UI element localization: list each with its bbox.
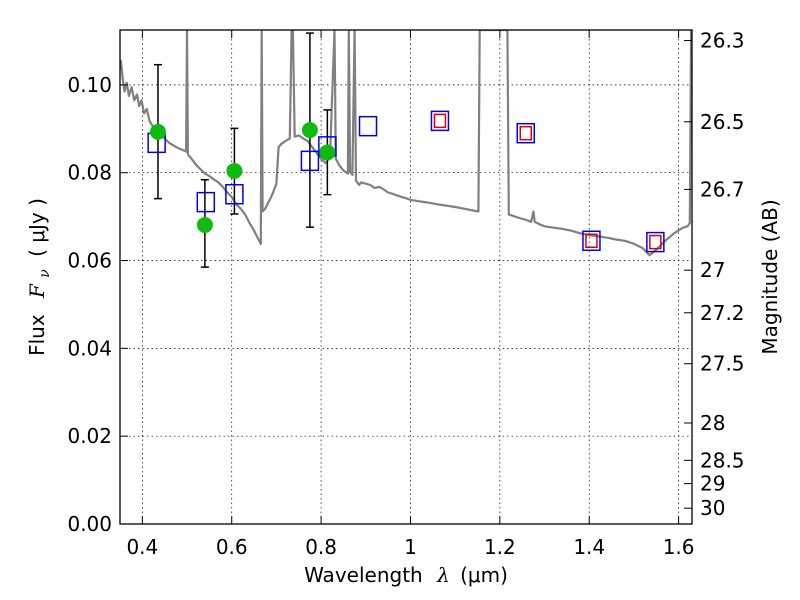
observed-point	[301, 122, 318, 139]
model-red-square-outer	[646, 231, 665, 253]
axis-ticks: 0.4 0.6 0.8 1 1.2 1.4 1.6 0.00 0.02 0.04 0.06 0.08 0…	[67, 29, 744, 559]
observed-point	[149, 123, 166, 140]
y2-tick-label: 27.5	[700, 352, 745, 376]
y2-tick-label: 26.3	[700, 29, 745, 53]
x-axis-label-text: Wavelength	[304, 563, 423, 587]
x-tick-label: 0.8	[305, 535, 337, 559]
x-axis-label: Wavelength λ (μm)	[304, 563, 508, 587]
model-red-square	[649, 234, 662, 250]
y-axis-label-subscript: ν	[37, 269, 53, 278]
y2-tick-label: 26.7	[700, 177, 745, 201]
y2-tick-label: 30	[700, 496, 725, 520]
y2-axis-label: Magnitude (AB)	[758, 199, 782, 354]
y-tick-label: 0.10	[67, 73, 112, 97]
model-blue-square	[196, 191, 216, 213]
y2-tick-label: 27.2	[700, 301, 745, 325]
y-axis-label-text: Flux	[25, 314, 49, 356]
y2-tick-label: 28	[700, 411, 725, 435]
y-axis-label-symbol: F	[25, 283, 49, 299]
model-red-square	[585, 233, 598, 249]
y2-tick-label: 29	[700, 472, 725, 496]
y-axis-label: Flux F ν ( μJy )	[25, 198, 54, 356]
x-tick-label: 1	[404, 535, 417, 559]
y-tick-label: 0.00	[67, 512, 112, 536]
plot-frame	[119, 29, 693, 525]
y-axis-label-unit: ( μJy )	[25, 198, 49, 257]
model-red-square	[433, 113, 447, 129]
plot-clip-group	[120, 30, 692, 268]
model-red-square-outer	[430, 110, 450, 132]
model-blue-square	[358, 115, 378, 137]
observed-point	[196, 216, 213, 233]
y2-tick-label: 28.5	[700, 448, 745, 472]
y2-tick-label: 26.5	[700, 110, 745, 134]
y-tick-label: 0.04	[67, 336, 112, 360]
y2-tick-label: 27	[700, 258, 725, 282]
model-red-square-outer	[516, 122, 536, 144]
x-tick-label: 0.4	[126, 535, 158, 559]
model-red-square	[519, 125, 533, 141]
y-tick-label: 0.06	[67, 249, 112, 273]
model-blue-square	[225, 183, 244, 205]
x-tick-label: 0.6	[216, 535, 248, 559]
observed-point	[226, 162, 243, 179]
grid	[120, 30, 692, 525]
model-red-square-outer	[582, 230, 601, 252]
y-tick-label: 0.08	[67, 161, 112, 185]
model-blue-square	[300, 150, 320, 172]
observed-point	[319, 144, 336, 161]
x-tick-label: 1.2	[484, 535, 516, 559]
x-axis-label-unit: (μm)	[460, 563, 508, 587]
x-tick-label: 1.6	[663, 535, 695, 559]
x-tick-label: 1.4	[573, 535, 605, 559]
y-tick-label: 0.02	[67, 424, 112, 448]
x-axis-label-symbol: λ	[436, 563, 450, 587]
plot-area	[120, 30, 692, 268]
